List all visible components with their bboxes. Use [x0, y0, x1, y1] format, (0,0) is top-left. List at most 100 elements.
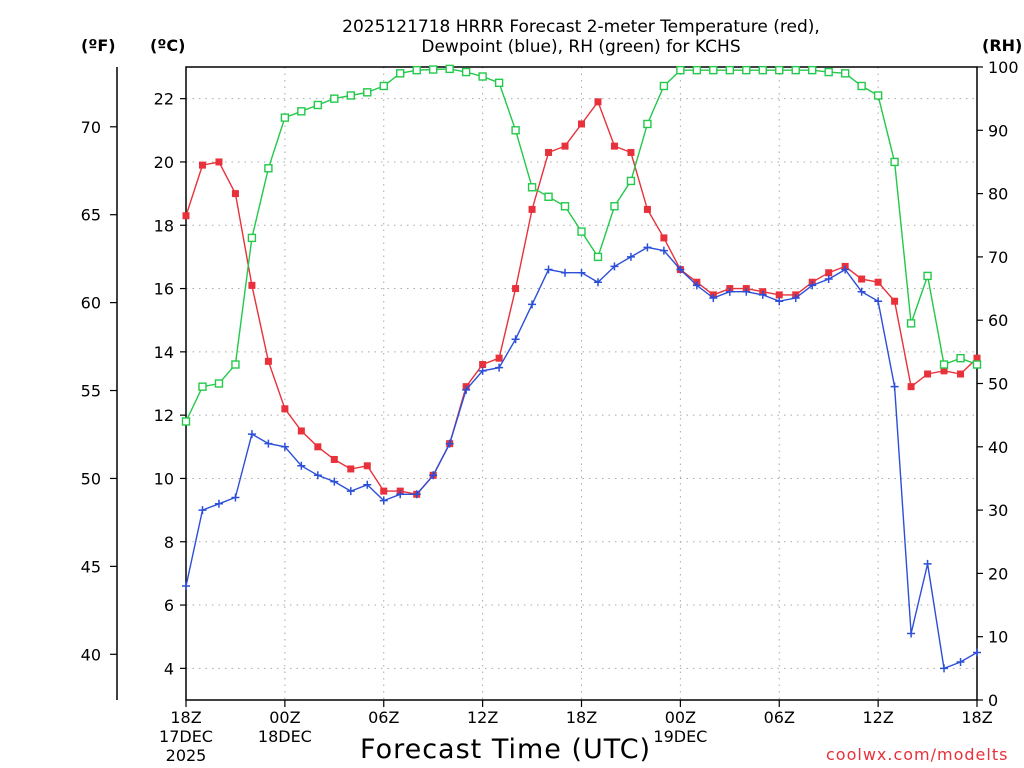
x-tick-label: 18Z	[961, 708, 992, 727]
rh-point	[511, 126, 520, 135]
x-tick-label: 00Z	[269, 708, 300, 727]
temperature-point	[874, 278, 882, 286]
dewpoint-point	[445, 439, 454, 448]
dewpoint-point	[791, 294, 800, 303]
rh-point	[758, 65, 767, 75]
rh-point	[280, 113, 290, 122]
dewpoint-point	[676, 265, 685, 274]
rh-tick-label: 90	[988, 121, 1008, 140]
temperature-point	[198, 161, 206, 169]
temperature-point	[248, 281, 256, 289]
temperature-point	[907, 383, 915, 391]
rh-point	[527, 183, 537, 192]
rh-point	[775, 65, 784, 75]
rh-point	[626, 176, 636, 186]
rh-tick-label: 50	[988, 375, 1008, 394]
fahrenheit-tick-label: 60	[81, 294, 101, 313]
rh-point	[725, 65, 735, 75]
x-tick-date-label: 19DEC	[653, 727, 707, 746]
rh-point	[247, 233, 257, 243]
fahrenheit-tick-label: 65	[81, 206, 101, 225]
temperature-point	[215, 158, 223, 166]
rh-tick-label: 40	[988, 438, 1008, 457]
temperature-point	[594, 98, 602, 106]
x-tick-label: 12Z	[862, 708, 893, 727]
temperature-point	[578, 120, 585, 128]
rh-point	[363, 88, 372, 97]
temperature-point	[363, 462, 371, 470]
rh-point	[445, 64, 454, 74]
temperature-point	[314, 443, 322, 451]
rh-point	[873, 91, 883, 100]
temperature-point	[643, 205, 651, 213]
celsius-tick-label: 6	[164, 596, 174, 615]
dewpoint-point	[709, 294, 718, 303]
dewpoint-point	[956, 658, 965, 667]
fahrenheit-tick-label: 45	[81, 557, 101, 576]
rh-point	[906, 319, 916, 328]
temperature-point	[264, 357, 272, 365]
x-tick-label: 18Z	[566, 708, 597, 727]
rh-point	[923, 271, 932, 281]
fahrenheit-tick-label: 40	[81, 645, 101, 664]
dewpoint-point	[429, 471, 438, 480]
dewpoint-point	[462, 385, 471, 394]
x-tick-year-label: 2025	[166, 746, 207, 765]
rh-point	[610, 202, 619, 211]
rh-point	[494, 78, 504, 88]
dewpoint-point	[907, 629, 916, 638]
rh-tick-label: 100	[988, 58, 1019, 77]
temperature-point	[775, 291, 783, 299]
celsius-tick-label: 18	[154, 216, 174, 235]
temperature-point	[495, 354, 503, 362]
dewpoint-point	[396, 490, 405, 499]
dewpoint-point	[330, 477, 339, 486]
temperature-point	[957, 370, 965, 378]
dewpoint-point	[346, 487, 355, 496]
x-tick-date-label: 17DEC	[159, 727, 213, 746]
temperature-point	[297, 427, 305, 435]
rh-point	[231, 360, 240, 369]
rh-tick-label: 0	[988, 691, 998, 710]
rh-axis-label: (RH)	[982, 36, 1023, 55]
rh-point	[544, 192, 553, 201]
temperature-point	[380, 487, 388, 495]
rh-tick-label: 30	[988, 501, 1008, 520]
dewpoint-point	[692, 281, 701, 290]
temperature-point	[858, 275, 866, 283]
temperature-point	[528, 205, 536, 213]
dewpoint-point	[643, 243, 652, 252]
rh-point	[824, 67, 833, 77]
fahrenheit-axis-label: (ºF)	[81, 36, 116, 55]
rh-point	[346, 91, 355, 100]
rh-point	[214, 379, 224, 388]
credit-link[interactable]: coolwx.com/modelts	[826, 745, 1009, 764]
rh-point	[330, 94, 339, 103]
rh-point	[560, 202, 570, 211]
rh-point	[890, 157, 899, 167]
rh-point	[692, 65, 702, 75]
plot-frame	[185, 66, 978, 701]
temperature-point	[545, 148, 553, 156]
rh-point	[428, 65, 438, 74]
temperature-point	[940, 367, 948, 375]
rh-tick-label: 60	[988, 311, 1008, 330]
temperature-point	[561, 142, 569, 150]
dewpoint-point	[561, 268, 570, 277]
celsius-axis-label: (ºC)	[150, 36, 186, 55]
dewpoint-point	[824, 275, 833, 284]
rh-point	[659, 81, 669, 91]
rh-point	[840, 69, 850, 78]
celsius-tick-label: 16	[154, 280, 174, 299]
rh-point	[181, 417, 191, 426]
rh-point	[857, 81, 866, 91]
celsius-tick-label: 20	[154, 153, 174, 172]
dewpoint-point	[659, 246, 668, 255]
temperature-point	[610, 142, 618, 150]
rh-point	[264, 164, 273, 173]
rh-tick-label: 10	[988, 628, 1008, 647]
temperature-line	[185, 100, 978, 496]
rh-point	[643, 119, 652, 129]
dewpoint-point	[247, 430, 256, 439]
rh-point	[956, 353, 965, 363]
